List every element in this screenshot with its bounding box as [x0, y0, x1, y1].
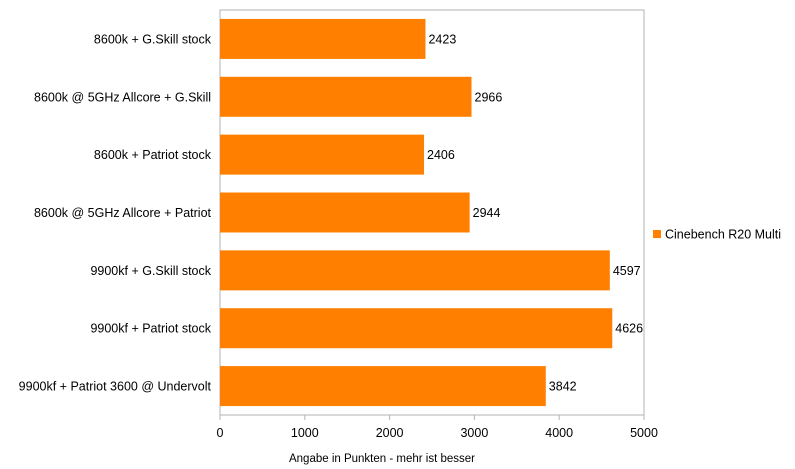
bar: [220, 18, 426, 59]
category-label: 8600k @ 5GHz Allcore + Patriot: [34, 206, 212, 220]
bars: [220, 18, 613, 407]
category-label: 8600k + Patriot stock: [94, 148, 212, 162]
data-labels: 2423 2966 2406 2944 4597 4626 3842: [427, 32, 643, 393]
bar: [220, 76, 472, 117]
category-label: 8600k @ 5GHz Allcore + G.Skill: [34, 90, 211, 104]
x-axis-title: Angabe in Punkten - mehr ist besser: [289, 453, 475, 465]
x-tick-label: 3000: [460, 426, 488, 440]
data-label: 2966: [475, 90, 503, 104]
bar: [220, 308, 613, 349]
data-label: 2406: [427, 148, 455, 162]
category-label: 9900kf + Patriot 3600 @ Undervolt: [19, 380, 212, 394]
category-label: 9900kf + G.Skill stock: [90, 264, 211, 278]
data-label: 2944: [473, 206, 501, 220]
bar: [220, 134, 425, 175]
x-tick-label: 2000: [376, 426, 404, 440]
bar: [220, 250, 610, 291]
data-label: 4626: [615, 322, 643, 336]
data-label: 4597: [613, 264, 641, 278]
data-label: 3842: [549, 380, 577, 394]
x-tick-label: 4000: [545, 426, 573, 440]
data-label: 2423: [428, 32, 456, 46]
category-label: 9900kf + Patriot stock: [90, 322, 211, 336]
x-tick-label: 1000: [291, 426, 319, 440]
x-axis-ticks: 0 1000 2000 3000 4000 5000: [217, 415, 658, 440]
legend-swatch: [653, 230, 661, 238]
legend-label: Cinebench R20 Multi: [665, 228, 781, 242]
category-labels: 8600k + G.Skill stock 8600k @ 5GHz Allcor…: [19, 32, 212, 393]
legend: Cinebench R20 Multi: [653, 228, 781, 242]
bar: [220, 192, 470, 233]
x-tick-label: 0: [217, 426, 224, 440]
x-tick-label: 5000: [630, 426, 658, 440]
category-label: 8600k + G.Skill stock: [94, 32, 212, 46]
bar: [220, 366, 546, 407]
